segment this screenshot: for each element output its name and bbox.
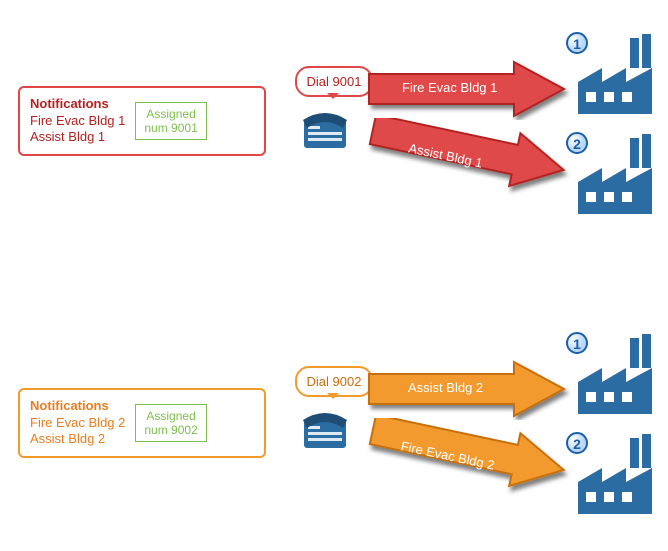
notif-title-2: Notifications bbox=[30, 398, 125, 415]
assigned-line2-1: num 9001 bbox=[144, 121, 197, 135]
notif-line1-2: Fire Evac Bldg 2 bbox=[30, 415, 125, 432]
bubble-text-2: Dial 9002 bbox=[307, 374, 362, 389]
notif-text-1: Notifications Fire Evac Bldg 1 Assist Bl… bbox=[30, 96, 125, 147]
assigned-line1-2: Assigned bbox=[144, 409, 197, 423]
arrow-assist-2: Assist Bldg 2 bbox=[364, 358, 574, 425]
factory-badge-1a: 1 bbox=[566, 32, 588, 54]
assigned-box-2: Assigned num 9002 bbox=[135, 404, 206, 443]
assigned-line2-2: num 9002 bbox=[144, 423, 197, 437]
factory-badge-2b: 2 bbox=[566, 432, 588, 454]
factory-badge-2a: 1 bbox=[566, 332, 588, 354]
arrow-fire-evac-2: Fire Evac Bldg 2 bbox=[364, 418, 574, 515]
notif-title-1: Notifications bbox=[30, 96, 125, 113]
phone-icon-2 bbox=[300, 402, 350, 452]
notif-text-2: Notifications Fire Evac Bldg 2 Assist Bl… bbox=[30, 398, 125, 449]
factory-1b: 2 bbox=[572, 130, 662, 220]
phone-icon-1 bbox=[300, 102, 350, 152]
bubble-text-1: Dial 9001 bbox=[307, 74, 362, 89]
dial-bubble-1: Dial 9001 bbox=[295, 66, 373, 97]
factory-2b: 2 bbox=[572, 430, 662, 520]
notif-line2-1: Assist Bldg 1 bbox=[30, 129, 125, 146]
arrow-assist-1: Assist Bldg 1 bbox=[364, 118, 574, 215]
factory-2a: 1 bbox=[572, 330, 662, 420]
notif-line2-2: Assist Bldg 2 bbox=[30, 431, 125, 448]
notif-line1-1: Fire Evac Bldg 1 bbox=[30, 113, 125, 130]
notifications-box-1: Notifications Fire Evac Bldg 1 Assist Bl… bbox=[18, 86, 266, 156]
assigned-line1-1: Assigned bbox=[144, 107, 197, 121]
factory-1a: 1 bbox=[572, 30, 662, 120]
notifications-box-2: Notifications Fire Evac Bldg 2 Assist Bl… bbox=[18, 388, 266, 458]
arrow-fire-evac-1: Fire Evac Bldg 1 bbox=[364, 58, 574, 125]
assigned-box-1: Assigned num 9001 bbox=[135, 102, 206, 141]
factory-badge-1b: 2 bbox=[566, 132, 588, 154]
dial-bubble-2: Dial 9002 bbox=[295, 366, 373, 397]
